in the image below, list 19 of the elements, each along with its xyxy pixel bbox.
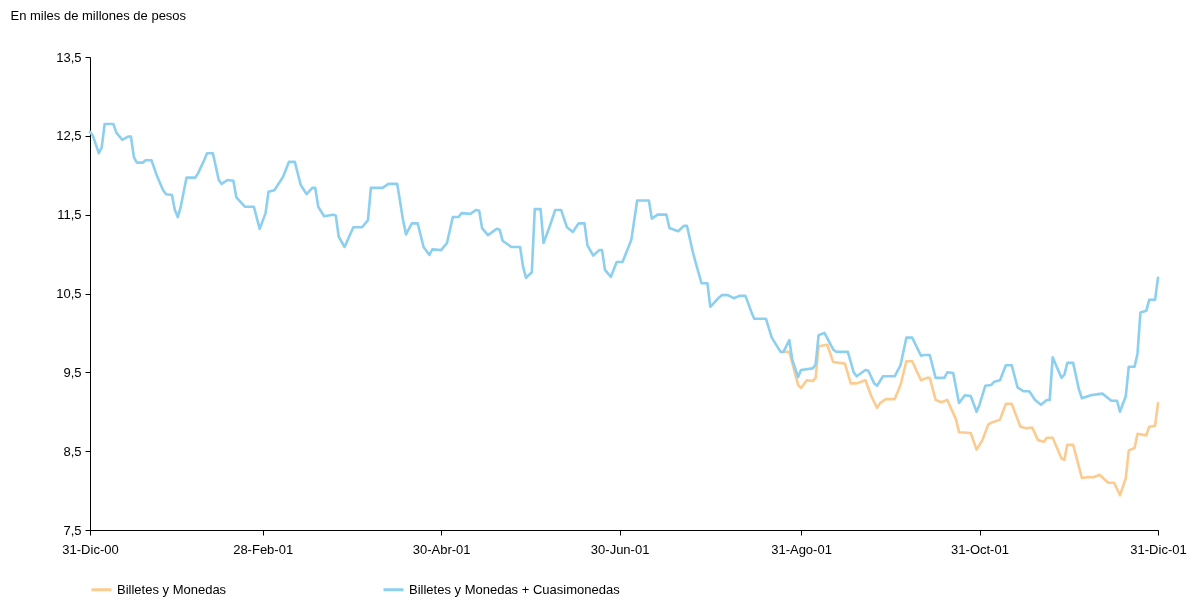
x-tick-label: 30-Jun-01 [590, 541, 650, 557]
y-tick-label: 7,5 [63, 522, 82, 538]
x-tick-label: 31-Ago-01 [771, 541, 832, 557]
x-tick-label: 31-Oct-01 [951, 541, 1009, 557]
y-tick-label: 12,5 [56, 128, 82, 144]
line-series [782, 343, 1160, 497]
y-tick-label: 9,5 [63, 364, 82, 380]
y-tick-label: 11,5 [57, 207, 82, 223]
y-tick-label: 10,5 [56, 286, 82, 301]
y-axis-title: En miles de millones de pesos [10, 7, 187, 23]
x-tick-label: 31-Dic-01 [1130, 541, 1187, 557]
legend-label: Billetes y Monedas [117, 581, 227, 597]
x-tick-label: 31-Dic-00 [62, 541, 119, 557]
legend-label: Billetes y Monedas + Cuasimonedas [409, 581, 621, 597]
x-tick-label: 28-Feb-01 [233, 541, 294, 557]
y-tick-label: 8,5 [63, 443, 82, 459]
x-tick-label: 30-Abr-01 [412, 541, 471, 557]
y-tick-label: 13,5 [56, 49, 82, 65]
line-series [88, 122, 1160, 414]
